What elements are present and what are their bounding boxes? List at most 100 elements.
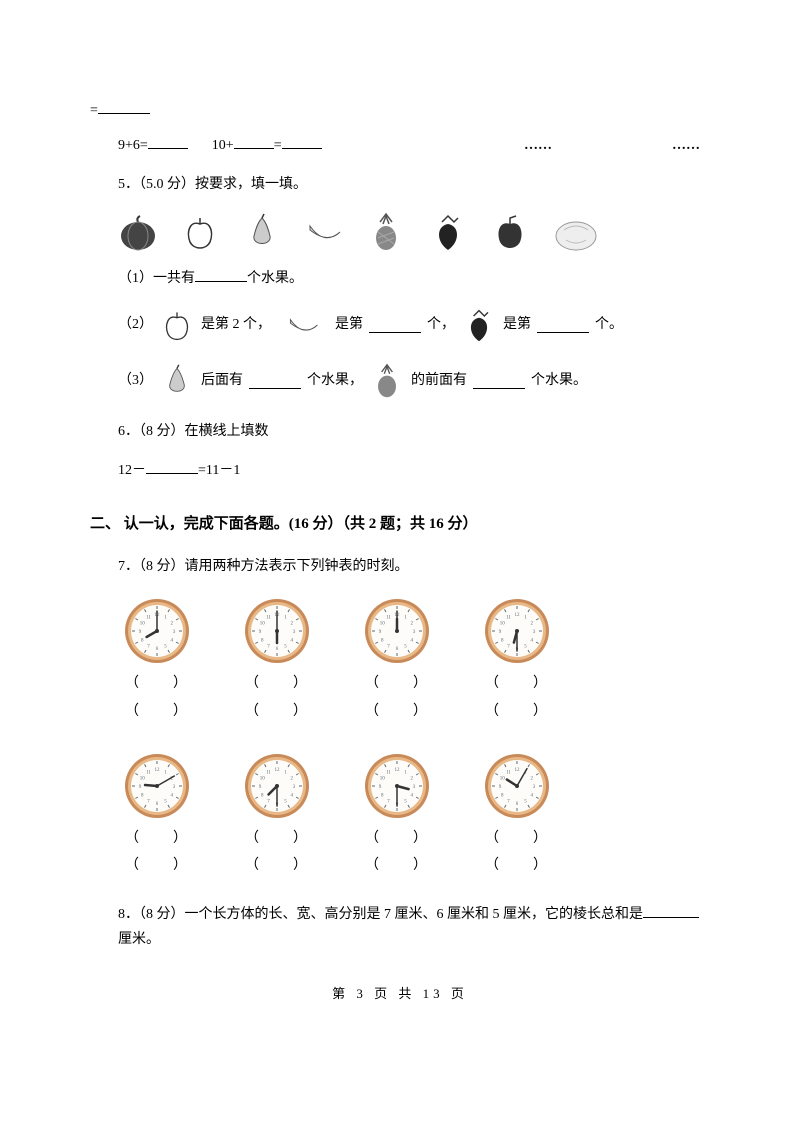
svg-text:11: 11: [386, 770, 391, 775]
text: 后面有: [201, 368, 243, 393]
banana-icon: [277, 307, 329, 343]
clock-icon: 121234567891011: [123, 597, 191, 665]
paren-cell: （ ）: [358, 853, 436, 878]
blank: [195, 266, 247, 282]
dots2: ……: [672, 133, 700, 158]
paren-cell: （ ）: [118, 853, 196, 878]
paren-cell: （ ）: [118, 699, 196, 724]
dots1: ……: [524, 133, 552, 158]
q5-p1: （1）一共有 个水果。: [118, 266, 710, 291]
pumpkin-icon: [118, 212, 158, 252]
paren-cell: （ ）: [238, 699, 316, 724]
text: 是第 2 个，: [201, 312, 271, 337]
text: （3）: [118, 368, 153, 393]
blank: [282, 133, 322, 149]
q6-expr: 12－ =11－1: [118, 458, 710, 483]
q8-line: 8．（8 分）一个长方体的长、宽、高分别是 7 厘米、6 厘米和 5 厘米，它的…: [118, 902, 710, 952]
clock-cell: 121234567891011: [358, 597, 436, 665]
clock-icon: 121234567891011: [483, 597, 551, 665]
paren-cell: （ ）: [478, 853, 556, 878]
clock-icon: 121234567891011: [123, 752, 191, 820]
svg-text:12: 12: [515, 613, 521, 618]
svg-text:12: 12: [395, 768, 401, 773]
clock-grid: 121234567891011 121234567891011 12123456…: [118, 597, 710, 878]
svg-text:12: 12: [515, 768, 521, 773]
clock-icon: 121234567891011: [483, 752, 551, 820]
q5-p3: （3） 后面有 个水果， 的前面有 个水果。: [118, 359, 710, 403]
svg-text:10: 10: [500, 622, 506, 627]
apple-dark-icon: [490, 212, 530, 252]
top-equals-line: =: [90, 98, 710, 123]
paren-cell: （ ）: [358, 826, 436, 851]
q5-p2: （2） 是第 2 个， 是第个， 是第个。: [118, 307, 710, 343]
paren-row: （ ） （ ） （ ） （ ）: [118, 699, 710, 724]
text: 12－: [118, 463, 146, 478]
text: 个。: [595, 312, 623, 337]
page-footer: 第 3 页 共 13 页: [90, 982, 710, 1005]
clock-cell: 121234567891011: [238, 752, 316, 820]
paren-cell: （ ）: [478, 699, 556, 724]
expr-row: 9+6= 10+ = …… ……: [118, 133, 710, 158]
svg-text:10: 10: [260, 622, 266, 627]
svg-text:11: 11: [266, 770, 271, 775]
blank: [643, 902, 699, 918]
fruit-row: [118, 212, 710, 252]
paren-cell: （ ）: [478, 826, 556, 851]
section2-title: 二、 认一认，完成下面各题。(16 分）（共 2 题；共 16 分）: [90, 511, 710, 538]
blank: [537, 317, 589, 333]
q6-label: 6．（8 分）在横线上填数: [118, 419, 710, 444]
apple-outline-icon: [180, 212, 220, 252]
pear-icon: [159, 359, 195, 403]
clock-icon: 121234567891011: [363, 752, 431, 820]
svg-text:10: 10: [380, 776, 386, 781]
paren-row: （ ） （ ） （ ） （ ）: [118, 826, 710, 851]
svg-text:10: 10: [500, 776, 506, 781]
paren-cell: （ ）: [478, 671, 556, 696]
svg-text:10: 10: [260, 776, 266, 781]
svg-text:12: 12: [275, 768, 281, 773]
clock-icon: 121234567891011: [363, 597, 431, 665]
clock-cell: 121234567891011: [118, 597, 196, 665]
text: 是第: [503, 312, 531, 337]
paren-cell: （ ）: [118, 671, 196, 696]
blank: [148, 133, 188, 149]
banana-icon: [304, 212, 344, 252]
cabbage-icon: [552, 212, 600, 252]
svg-text:10: 10: [140, 622, 146, 627]
paren-cell: （ ）: [118, 826, 196, 851]
text: 个水果。: [247, 271, 303, 286]
clock-cell: 121234567891011: [118, 752, 196, 820]
expr2b: =: [274, 133, 282, 158]
clock-cell: 121234567891011: [478, 597, 556, 665]
strawberry-icon: [428, 212, 468, 252]
paren-cell: （ ）: [358, 699, 436, 724]
text: 个水果，: [307, 368, 363, 393]
blank: [369, 317, 421, 333]
paren-cell: （ ）: [238, 671, 316, 696]
text: （1）一共有: [118, 271, 195, 286]
text: （2）: [118, 312, 153, 337]
text: 8．（8 分）一个长方体的长、宽、高分别是 7 厘米、6 厘米和 5 厘米，它的…: [118, 907, 643, 922]
strawberry-icon: [461, 307, 497, 343]
blank: [98, 98, 150, 114]
clock-icon: 121234567891011: [243, 597, 311, 665]
expr1: 9+6=: [118, 133, 148, 158]
blank: [234, 133, 274, 149]
paren-cell: （ ）: [238, 826, 316, 851]
apple-outline-icon: [159, 307, 195, 343]
expr2a: 10+: [212, 133, 234, 158]
svg-text:12: 12: [155, 768, 161, 773]
text: 厘米。: [118, 932, 160, 947]
svg-text:11: 11: [146, 616, 151, 621]
text: 的前面有: [411, 368, 467, 393]
svg-text:11: 11: [506, 616, 511, 621]
text: =11－1: [198, 463, 240, 478]
blank: [146, 458, 198, 474]
q5-label: 5．（5.0 分）按要求，填一填。: [118, 172, 710, 197]
text: 个水果。: [531, 368, 587, 393]
clock-cell: 121234567891011: [238, 597, 316, 665]
blank: [249, 373, 301, 389]
svg-text:11: 11: [266, 616, 271, 621]
clock-cell: 121234567891011: [358, 752, 436, 820]
eq-prefix: =: [90, 103, 98, 118]
